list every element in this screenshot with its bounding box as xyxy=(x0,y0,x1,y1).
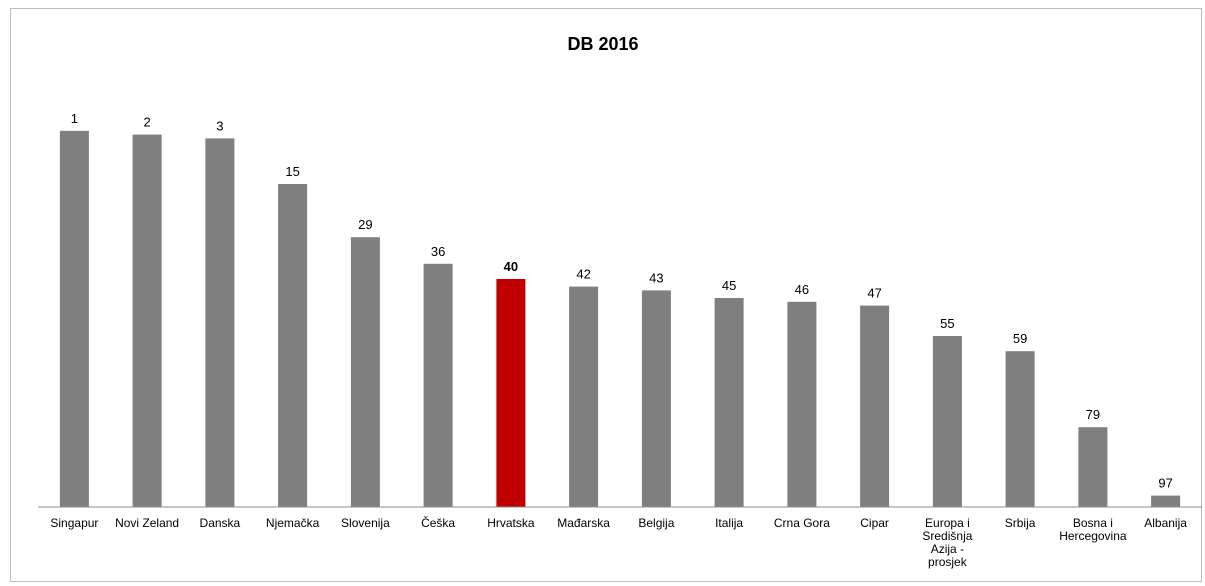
bar xyxy=(278,184,308,507)
category-label: Albanija xyxy=(1144,516,1187,530)
bar-value-label: 43 xyxy=(649,270,663,285)
bar-value-label: 3 xyxy=(216,118,223,133)
bars-group xyxy=(59,130,1181,508)
category-label: Europa i Središnja Azija -prosjek xyxy=(922,516,972,569)
bar-value-label: 36 xyxy=(431,244,445,259)
bar-value-label: 42 xyxy=(576,267,590,282)
bar xyxy=(932,336,962,507)
bar xyxy=(205,138,235,507)
bar xyxy=(714,298,744,507)
chart-title: DB 2016 xyxy=(567,34,638,54)
category-labels-group: Singapur Novi Zeland Danska Njemačka Sloveni… xyxy=(50,515,1187,569)
category-label: Novi Zeland xyxy=(115,516,179,530)
bar xyxy=(1078,427,1108,507)
bar-value-label: 59 xyxy=(1013,331,1027,346)
category-label: Hrvatska xyxy=(487,516,535,530)
category-label: Češka xyxy=(421,515,455,530)
bar xyxy=(860,305,890,507)
chart-frame xyxy=(10,8,1202,582)
bar xyxy=(569,286,599,507)
bar-value-label: 47 xyxy=(867,286,881,301)
bar xyxy=(1151,495,1181,507)
category-label: Belgija xyxy=(638,516,674,530)
category-label: Njemačka xyxy=(266,516,320,530)
bar-value-label: 1 xyxy=(71,111,78,126)
bar-value-label: 40 xyxy=(504,259,518,274)
bar-value-label: 55 xyxy=(940,316,954,331)
category-label: Mađarska xyxy=(557,516,610,530)
category-label: Slovenija xyxy=(341,516,390,530)
bar xyxy=(1005,351,1035,507)
bar-value-label: 15 xyxy=(285,164,299,179)
bar xyxy=(132,134,162,507)
bar xyxy=(496,279,526,507)
category-label: Bosna i Hercegovina xyxy=(1059,516,1127,543)
category-label: Crna Gora xyxy=(774,516,830,530)
category-label: Danska xyxy=(200,516,241,530)
bar xyxy=(350,237,380,507)
bar-value-label: 79 xyxy=(1086,407,1100,422)
category-label: Italija xyxy=(715,516,743,530)
bar xyxy=(423,263,453,507)
value-labels-group: 1 2 3 15 29 36 40 42 43 45 46 47 55 59 79 97 xyxy=(71,111,1173,491)
bar-value-label: 97 xyxy=(1158,476,1172,491)
bar xyxy=(787,301,817,507)
bar-value-label: 2 xyxy=(143,115,150,130)
category-label: Cipar xyxy=(860,516,889,530)
bar-value-label: 45 xyxy=(722,278,736,293)
bar-value-label: 29 xyxy=(358,217,372,232)
bar xyxy=(59,130,89,508)
category-label: Srbija xyxy=(1005,516,1036,530)
bar xyxy=(641,290,671,507)
category-label: Singapur xyxy=(50,516,98,530)
bar-value-label: 46 xyxy=(795,282,809,297)
